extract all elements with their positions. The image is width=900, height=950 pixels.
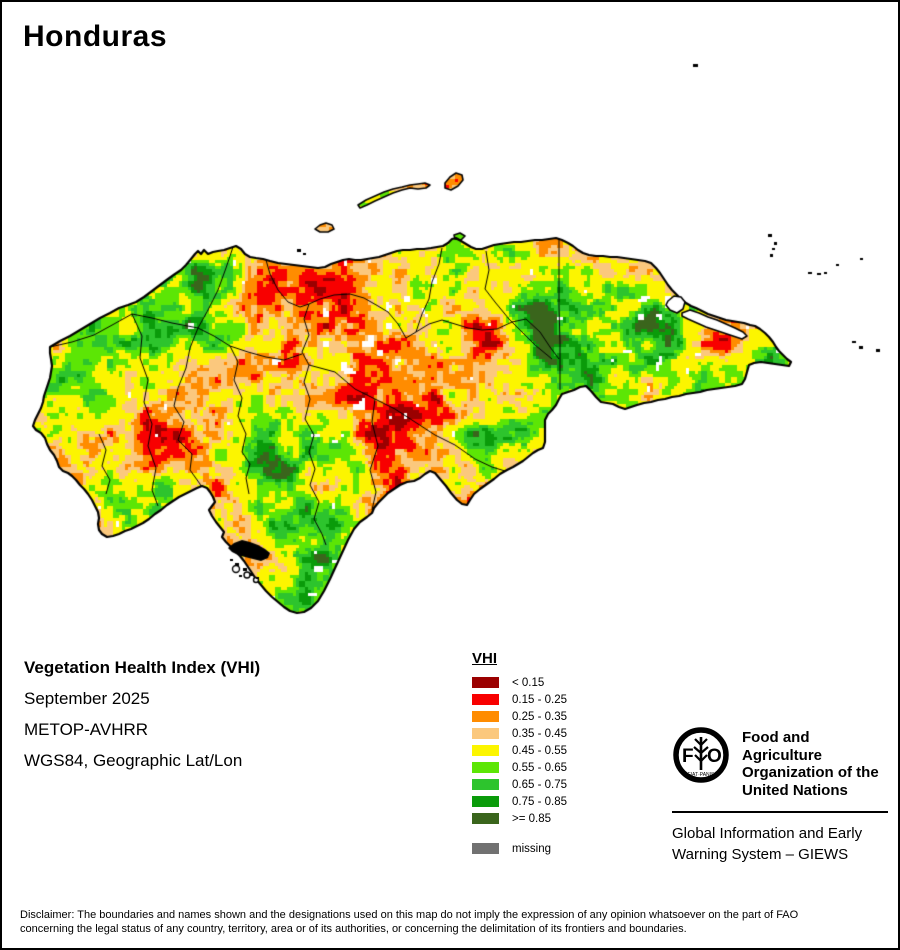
page-title: Honduras: [23, 20, 168, 53]
svg-text:FIAT·PANIS: FIAT·PANIS: [688, 772, 715, 778]
legend-missing-row: missing: [472, 840, 567, 857]
disclaimer-text: Disclaimer: The boundaries and names sho…: [20, 908, 890, 936]
fao-org-name-line: United Nations: [742, 781, 848, 799]
legend-class-label: 0.65 - 0.75: [512, 778, 567, 791]
legend-class-label: 0.55 - 0.65: [512, 761, 567, 774]
legend-class-label: >= 0.85: [512, 812, 552, 825]
legend-row: 0.25 - 0.35: [472, 708, 567, 725]
legend-row: 0.55 - 0.65: [472, 759, 567, 776]
vhi-legend: VHI < 0.15 0.15 - 0.25 0.25 - 0.35 0.35 - 0…: [472, 650, 567, 857]
legend-color-swatch: [472, 711, 499, 722]
legend-color-swatch: [472, 694, 499, 705]
legend-color-swatch: [472, 677, 499, 688]
legend-class-label: 0.75 - 0.85: [512, 795, 567, 808]
legend-color-swatch: [472, 728, 499, 739]
disclaimer-line: concerning the legal status of any count…: [20, 923, 687, 935]
legend-class-label: 0.35 - 0.45: [512, 727, 567, 740]
legend-class-label: < 0.15: [512, 676, 545, 689]
legend-color-swatch: [472, 813, 499, 824]
fao-org-name: Food and Agriculture Organization of the…: [742, 726, 890, 799]
legend-color-swatch: [472, 762, 499, 773]
footer-divider: [672, 811, 888, 813]
fao-logo-icon: F O FIAT·PANIS: [673, 727, 729, 783]
product-name: Vegetation Health Index (VHI): [24, 658, 261, 677]
legend-class-label: 0.45 - 0.55: [512, 744, 567, 757]
map-info-block: Vegetation Health Index (VHI) September …: [24, 652, 260, 776]
giews-line: Warning System – GIEWS: [672, 846, 849, 863]
disclaimer-line: Disclaimer: The boundaries and names sho…: [20, 909, 799, 921]
legend-row: >= 0.85: [472, 810, 567, 827]
svg-text:O: O: [707, 746, 722, 767]
giews-label: Global Information and Early Warning Sys…: [672, 823, 890, 865]
legend-class-label: 0.25 - 0.35: [512, 710, 567, 723]
sensor-name: METOP-AVHRR: [24, 720, 149, 739]
legend-color-swatch: [472, 779, 499, 790]
legend-row: 0.35 - 0.45: [472, 725, 567, 742]
svg-text:F: F: [682, 746, 694, 767]
legend-row: 0.75 - 0.85: [472, 793, 567, 810]
legend-color-swatch: [472, 745, 499, 756]
legend-missing-label: missing: [512, 842, 551, 855]
legend-rows: < 0.15 0.15 - 0.25 0.25 - 0.35 0.35 - 0.45 0…: [472, 674, 567, 827]
fao-org-name-line: Food and Agriculture: [742, 729, 823, 764]
legend-color-swatch: [472, 796, 499, 807]
projection-info: WGS84, Geographic Lat/Lon: [24, 751, 243, 770]
map-date: September 2025: [24, 689, 150, 708]
legend-title: VHI: [472, 650, 498, 667]
legend-row: 0.45 - 0.55: [472, 742, 567, 759]
legend-missing-swatch: [472, 843, 499, 854]
legend-class-label: 0.15 - 0.25: [512, 693, 567, 706]
giews-line: Global Information and Early: [672, 825, 863, 842]
fao-footer-block: F O FIAT·PANIS Food and Agriculture Orga…: [672, 726, 890, 865]
legend-row: < 0.15: [472, 674, 567, 691]
fao-org-name-line: Organization of the: [742, 764, 879, 781]
legend-row: 0.65 - 0.75: [472, 776, 567, 793]
honduras-vhi-raster-map: [2, 2, 898, 642]
legend-row: 0.15 - 0.25: [472, 691, 567, 708]
